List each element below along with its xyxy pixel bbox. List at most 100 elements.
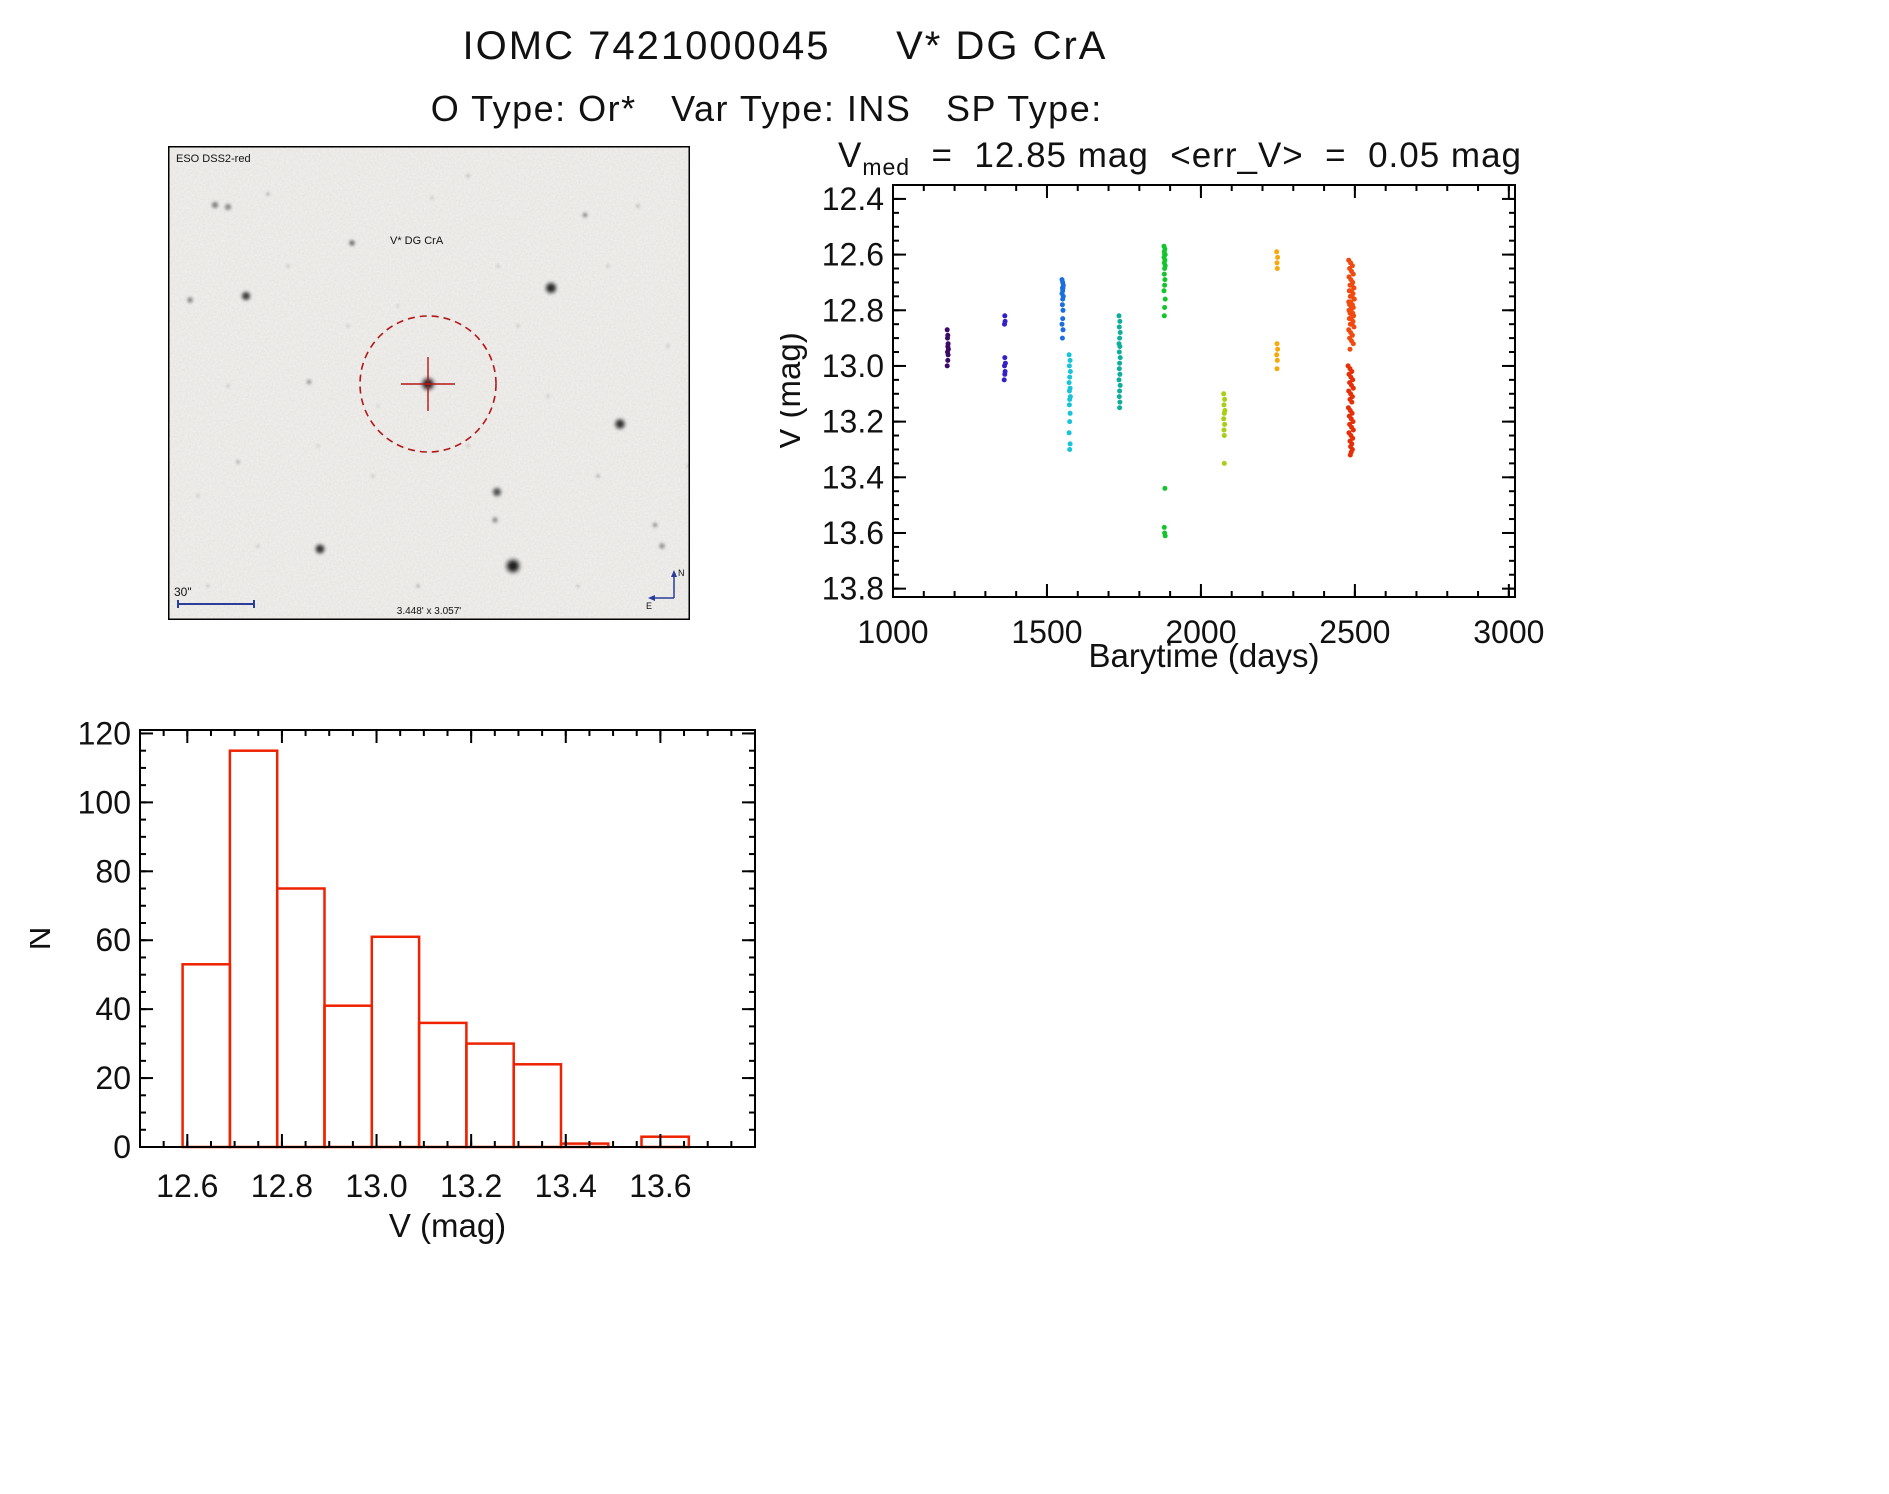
axis-ticks	[139, 730, 756, 1148]
star	[581, 211, 589, 219]
lightcurve-plot: 1000 1500 2000 2500 3000 12.4 12.6 12.8 13.0 13.2…	[780, 181, 1544, 674]
compass	[648, 570, 677, 601]
star	[345, 323, 351, 329]
vmed-values: = 12.85 mag <err_V> = 0.05 mag	[910, 136, 1523, 175]
data-point	[1347, 452, 1353, 458]
star	[495, 263, 501, 269]
epoch-cluster	[1274, 249, 1281, 372]
data-point	[1002, 371, 1008, 377]
data-point	[945, 357, 951, 363]
data-point	[1116, 366, 1122, 372]
finder-chart: ESO DSS2-red V* DG CrA 30" 3.448' x 3.057' N…	[168, 146, 691, 620]
star	[595, 473, 601, 479]
histogram-bar	[370, 935, 421, 1149]
star	[223, 202, 233, 212]
data-point	[1067, 357, 1073, 363]
data-point	[1117, 355, 1123, 361]
data-point	[1274, 249, 1280, 255]
data-point	[1221, 402, 1227, 408]
histogram-bar	[640, 1135, 691, 1149]
data-point	[1161, 524, 1167, 530]
data-point	[1351, 296, 1357, 302]
histogram-bar	[465, 1042, 515, 1149]
data-point	[1350, 419, 1356, 425]
x-tick-label: 1500	[1011, 614, 1082, 650]
data-point	[1001, 377, 1007, 383]
magnitude-histogram: 12.6 12.8 13.0 13.2 13.4 13.6 0 20 40 60 80 100 120 V…	[30, 715, 756, 1244]
star	[651, 521, 659, 529]
compass-east-label: E	[646, 601, 652, 611]
data-point	[1117, 360, 1123, 366]
x-tick-label: 2500	[1319, 614, 1390, 650]
data-point	[1067, 447, 1073, 452]
star	[305, 378, 313, 386]
data-point	[1117, 388, 1123, 394]
y-tick-label: 0	[113, 1129, 131, 1165]
data-point	[1066, 430, 1072, 436]
data-point	[1060, 307, 1066, 313]
data-point	[1066, 352, 1072, 358]
star	[503, 556, 523, 576]
data-point	[1117, 344, 1123, 349]
star	[635, 203, 641, 209]
star	[575, 583, 581, 589]
vmed-subscript: med	[862, 154, 911, 180]
x-tick-label: 13.0	[345, 1168, 407, 1204]
lightcurve-title: Vmed = 12.85 mag <err_V> = 0.05 mag	[800, 136, 1560, 181]
data-point	[1162, 296, 1168, 302]
target-label: V* DG CrA	[390, 235, 444, 247]
star	[375, 403, 381, 409]
data-point	[1350, 341, 1356, 347]
data-point	[1060, 316, 1066, 322]
histogram-bar	[417, 1021, 468, 1149]
scale-bar	[177, 600, 255, 608]
data-point	[1162, 277, 1168, 283]
data-point	[1066, 363, 1072, 369]
data-point	[1067, 396, 1073, 402]
data-point	[1067, 419, 1073, 425]
histogram-bar	[181, 963, 232, 1149]
star	[239, 289, 253, 303]
star	[465, 173, 471, 179]
star	[185, 295, 195, 305]
epoch-cluster	[1116, 313, 1123, 411]
y-tick-label: 13.4	[822, 459, 884, 495]
data-point	[1221, 433, 1227, 438]
data-point	[1222, 421, 1228, 427]
scale-bar-label: 30"	[174, 585, 192, 599]
data-point	[1347, 346, 1353, 352]
y-tick-label: 13.6	[822, 515, 884, 551]
finder-chart-image: ESO DSS2-red V* DG CrA 30" 3.448' x 3.057' N…	[168, 146, 691, 620]
data-point	[1116, 394, 1122, 400]
data-point	[1221, 460, 1227, 466]
epoch-cluster	[1346, 257, 1357, 352]
data-point	[1060, 327, 1066, 333]
y-tick-label: 80	[95, 853, 131, 889]
data-point	[1059, 321, 1065, 327]
data-point	[1002, 363, 1007, 369]
epoch-cluster	[1059, 277, 1066, 341]
star	[255, 543, 261, 549]
data-point	[1221, 391, 1227, 397]
epoch-cluster	[1161, 243, 1168, 539]
star	[657, 541, 667, 551]
data-point	[1162, 282, 1168, 288]
data-point	[944, 327, 950, 333]
data-point	[1116, 324, 1122, 330]
plot-frame	[139, 729, 756, 1148]
y-tick-label: 20	[95, 1060, 131, 1096]
y-tick-label: 13.8	[822, 571, 884, 607]
star	[490, 485, 504, 499]
data-point	[1117, 405, 1123, 411]
star	[370, 473, 376, 479]
star	[515, 323, 521, 329]
data-point	[1349, 399, 1355, 405]
object-type-line: O Type: Or* Var Type: INS SP Type:	[430, 88, 1115, 129]
data-point	[1002, 355, 1008, 361]
plot-frame	[892, 184, 1516, 598]
x-tick-label: 13.4	[535, 1168, 597, 1204]
star-field	[185, 173, 691, 589]
data-point	[1274, 352, 1280, 358]
target-circle	[359, 315, 497, 453]
x-tick-label: 12.6	[156, 1168, 218, 1204]
